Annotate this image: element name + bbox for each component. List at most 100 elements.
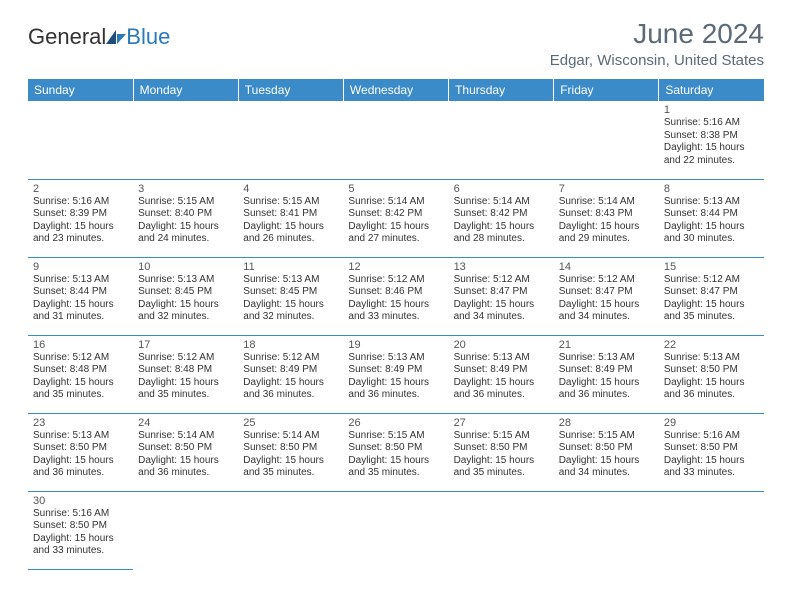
calendar-cell: 5Sunrise: 5:14 AMSunset: 8:42 PMDaylight…	[343, 179, 448, 257]
calendar-cell	[449, 101, 554, 179]
calendar-cell: 23Sunrise: 5:13 AMSunset: 8:50 PMDayligh…	[28, 413, 133, 491]
calendar-cell: 30Sunrise: 5:16 AMSunset: 8:50 PMDayligh…	[28, 491, 133, 569]
day-info: Sunrise: 5:12 AMSunset: 8:47 PMDaylight:…	[664, 274, 759, 324]
day-info: Sunrise: 5:14 AMSunset: 8:42 PMDaylight:…	[454, 196, 549, 246]
calendar-cell: 9Sunrise: 5:13 AMSunset: 8:44 PMDaylight…	[28, 257, 133, 335]
calendar-cell: 4Sunrise: 5:15 AMSunset: 8:41 PMDaylight…	[238, 179, 343, 257]
calendar-cell: 26Sunrise: 5:15 AMSunset: 8:50 PMDayligh…	[343, 413, 448, 491]
day-info: Sunrise: 5:14 AMSunset: 8:43 PMDaylight:…	[559, 196, 654, 246]
calendar-cell	[659, 491, 764, 569]
day-info: Sunrise: 5:13 AMSunset: 8:49 PMDaylight:…	[348, 352, 443, 402]
day-number: 4	[243, 183, 338, 195]
day-header: Sunday	[28, 79, 133, 101]
day-number: 22	[664, 339, 759, 351]
day-info: Sunrise: 5:15 AMSunset: 8:41 PMDaylight:…	[243, 196, 338, 246]
day-info: Sunrise: 5:12 AMSunset: 8:48 PMDaylight:…	[33, 352, 128, 402]
calendar-cell	[554, 491, 659, 569]
day-info: Sunrise: 5:16 AMSunset: 8:38 PMDaylight:…	[664, 117, 759, 167]
calendar-cell	[28, 101, 133, 179]
day-number: 3	[138, 183, 233, 195]
day-number: 26	[348, 417, 443, 429]
day-info: Sunrise: 5:15 AMSunset: 8:50 PMDaylight:…	[454, 430, 549, 480]
calendar-cell: 16Sunrise: 5:12 AMSunset: 8:48 PMDayligh…	[28, 335, 133, 413]
day-number: 8	[664, 183, 759, 195]
day-info: Sunrise: 5:13 AMSunset: 8:45 PMDaylight:…	[243, 274, 338, 324]
day-info: Sunrise: 5:12 AMSunset: 8:49 PMDaylight:…	[243, 352, 338, 402]
calendar-cell: 19Sunrise: 5:13 AMSunset: 8:49 PMDayligh…	[343, 335, 448, 413]
calendar-body: 1Sunrise: 5:16 AMSunset: 8:38 PMDaylight…	[28, 101, 764, 569]
title-block: June 2024 Edgar, Wisconsin, United State…	[550, 18, 764, 69]
calendar-cell: 13Sunrise: 5:12 AMSunset: 8:47 PMDayligh…	[449, 257, 554, 335]
day-number: 27	[454, 417, 549, 429]
calendar-cell: 17Sunrise: 5:12 AMSunset: 8:48 PMDayligh…	[133, 335, 238, 413]
day-header: Monday	[133, 79, 238, 101]
calendar-cell	[343, 101, 448, 179]
calendar-cell: 1Sunrise: 5:16 AMSunset: 8:38 PMDaylight…	[659, 101, 764, 179]
page-title: June 2024	[550, 18, 764, 50]
day-info: Sunrise: 5:16 AMSunset: 8:50 PMDaylight:…	[664, 430, 759, 480]
day-number: 25	[243, 417, 338, 429]
day-number: 29	[664, 417, 759, 429]
day-number: 12	[348, 261, 443, 273]
calendar-cell: 22Sunrise: 5:13 AMSunset: 8:50 PMDayligh…	[659, 335, 764, 413]
calendar-cell	[449, 491, 554, 569]
calendar-cell: 28Sunrise: 5:15 AMSunset: 8:50 PMDayligh…	[554, 413, 659, 491]
calendar-row: 9Sunrise: 5:13 AMSunset: 8:44 PMDaylight…	[28, 257, 764, 335]
calendar-cell: 29Sunrise: 5:16 AMSunset: 8:50 PMDayligh…	[659, 413, 764, 491]
calendar-cell: 8Sunrise: 5:13 AMSunset: 8:44 PMDaylight…	[659, 179, 764, 257]
day-number: 10	[138, 261, 233, 273]
day-number: 28	[559, 417, 654, 429]
calendar-cell: 11Sunrise: 5:13 AMSunset: 8:45 PMDayligh…	[238, 257, 343, 335]
day-info: Sunrise: 5:13 AMSunset: 8:44 PMDaylight:…	[33, 274, 128, 324]
day-number: 20	[454, 339, 549, 351]
calendar-cell: 6Sunrise: 5:14 AMSunset: 8:42 PMDaylight…	[449, 179, 554, 257]
day-info: Sunrise: 5:15 AMSunset: 8:50 PMDaylight:…	[559, 430, 654, 480]
day-number: 7	[559, 183, 654, 195]
calendar-cell: 25Sunrise: 5:14 AMSunset: 8:50 PMDayligh…	[238, 413, 343, 491]
day-header: Saturday	[659, 79, 764, 101]
day-info: Sunrise: 5:14 AMSunset: 8:50 PMDaylight:…	[138, 430, 233, 480]
day-header: Tuesday	[238, 79, 343, 101]
day-number: 23	[33, 417, 128, 429]
day-number: 9	[33, 261, 128, 273]
calendar-row: 23Sunrise: 5:13 AMSunset: 8:50 PMDayligh…	[28, 413, 764, 491]
day-info: Sunrise: 5:12 AMSunset: 8:46 PMDaylight:…	[348, 274, 443, 324]
day-info: Sunrise: 5:15 AMSunset: 8:50 PMDaylight:…	[348, 430, 443, 480]
calendar-cell	[238, 491, 343, 569]
calendar-cell: 21Sunrise: 5:13 AMSunset: 8:49 PMDayligh…	[554, 335, 659, 413]
calendar-row: 30Sunrise: 5:16 AMSunset: 8:50 PMDayligh…	[28, 491, 764, 569]
day-number: 5	[348, 183, 443, 195]
calendar-cell: 10Sunrise: 5:13 AMSunset: 8:45 PMDayligh…	[133, 257, 238, 335]
calendar-cell: 27Sunrise: 5:15 AMSunset: 8:50 PMDayligh…	[449, 413, 554, 491]
calendar-cell: 7Sunrise: 5:14 AMSunset: 8:43 PMDaylight…	[554, 179, 659, 257]
calendar-cell	[238, 101, 343, 179]
calendar-row: 16Sunrise: 5:12 AMSunset: 8:48 PMDayligh…	[28, 335, 764, 413]
day-number: 14	[559, 261, 654, 273]
day-number: 2	[33, 183, 128, 195]
day-header: Friday	[554, 79, 659, 101]
calendar-cell: 15Sunrise: 5:12 AMSunset: 8:47 PMDayligh…	[659, 257, 764, 335]
location-text: Edgar, Wisconsin, United States	[550, 52, 764, 69]
day-info: Sunrise: 5:13 AMSunset: 8:45 PMDaylight:…	[138, 274, 233, 324]
day-info: Sunrise: 5:16 AMSunset: 8:39 PMDaylight:…	[33, 196, 128, 246]
day-header: Thursday	[449, 79, 554, 101]
calendar-cell	[133, 101, 238, 179]
calendar-cell: 18Sunrise: 5:12 AMSunset: 8:49 PMDayligh…	[238, 335, 343, 413]
calendar-cell: 2Sunrise: 5:16 AMSunset: 8:39 PMDaylight…	[28, 179, 133, 257]
day-info: Sunrise: 5:13 AMSunset: 8:49 PMDaylight:…	[454, 352, 549, 402]
day-number: 24	[138, 417, 233, 429]
logo-text-general: General	[28, 24, 106, 50]
day-header-row: Sunday Monday Tuesday Wednesday Thursday…	[28, 79, 764, 101]
calendar-cell: 14Sunrise: 5:12 AMSunset: 8:47 PMDayligh…	[554, 257, 659, 335]
day-number: 6	[454, 183, 549, 195]
day-number: 30	[33, 495, 128, 507]
day-info: Sunrise: 5:14 AMSunset: 8:50 PMDaylight:…	[243, 430, 338, 480]
calendar-cell	[133, 491, 238, 569]
day-number: 19	[348, 339, 443, 351]
calendar-cell	[343, 491, 448, 569]
logo: General Blue	[28, 24, 170, 50]
day-info: Sunrise: 5:12 AMSunset: 8:47 PMDaylight:…	[559, 274, 654, 324]
day-number: 11	[243, 261, 338, 273]
calendar-cell: 24Sunrise: 5:14 AMSunset: 8:50 PMDayligh…	[133, 413, 238, 491]
day-info: Sunrise: 5:14 AMSunset: 8:42 PMDaylight:…	[348, 196, 443, 246]
